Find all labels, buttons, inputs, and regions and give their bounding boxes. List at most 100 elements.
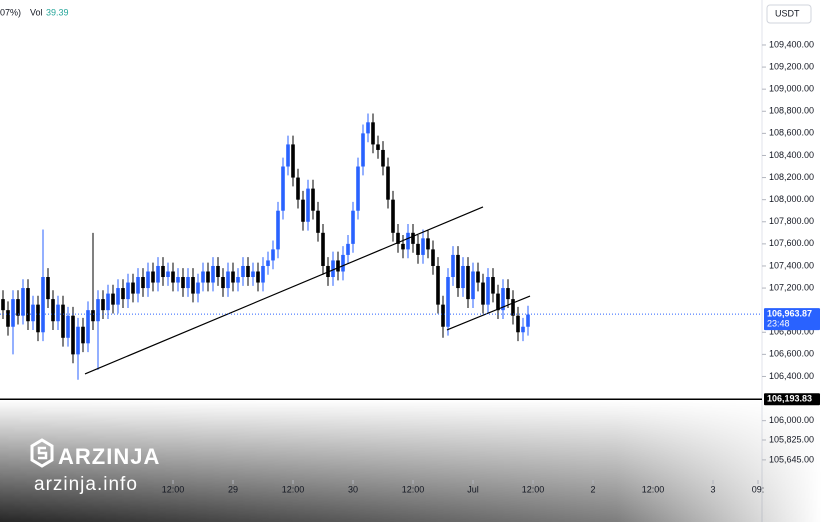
candle-body: [476, 271, 480, 283]
candle-body: [161, 265, 165, 278]
candle-body: [251, 271, 255, 278]
candle-body: [281, 166, 285, 211]
candle-body: [276, 210, 280, 250]
candle-body: [271, 249, 275, 261]
candle-body: [16, 299, 20, 316]
x-tick-label: 12:00: [522, 484, 545, 494]
y-tick-label: 107,200.00: [769, 282, 814, 292]
candle-body: [296, 177, 300, 200]
candle-body: [481, 282, 485, 305]
candle-body: [196, 282, 200, 294]
candle-body: [231, 271, 235, 283]
candle-body: [91, 310, 95, 322]
candle-body: [141, 277, 145, 289]
candle-body: [236, 277, 240, 283]
candle-body: [211, 265, 215, 283]
x-tick-label: 2: [590, 484, 595, 494]
candle-body: [386, 166, 390, 200]
candle-body: [11, 299, 15, 327]
candle-body: [331, 260, 335, 278]
candle-body: [341, 254, 345, 272]
candle-body: [431, 249, 435, 266]
candle-body: [101, 299, 105, 311]
candle-body: [491, 277, 495, 294]
candle-body: [266, 260, 270, 266]
candle-body: [131, 282, 135, 294]
candle-body: [461, 265, 465, 289]
candle-body: [121, 288, 125, 300]
trendline: [84, 206, 484, 375]
volume-value: 39.39: [46, 7, 69, 17]
candle-body: [466, 265, 470, 300]
candle-body: [116, 288, 120, 305]
x-tick-label: Jul: [467, 484, 479, 494]
x-tick-label: 30: [348, 484, 358, 494]
y-tick-label: 106,400.00: [769, 371, 814, 381]
candle-body: [126, 282, 130, 300]
candle-body: [426, 238, 430, 250]
candle-body: [416, 243, 420, 255]
candle-body: [96, 299, 100, 322]
candle-body: [441, 304, 445, 327]
candle-body: [446, 277, 450, 327]
candle-body: [21, 288, 25, 316]
y-tick-label: 108,200.00: [769, 172, 814, 182]
y-tick-label: 109,000.00: [769, 84, 814, 94]
candle-body: [71, 315, 75, 355]
candle-body: [256, 271, 260, 283]
candle-body: [136, 277, 140, 294]
candle-body: [81, 326, 85, 344]
candle-body: [201, 271, 205, 283]
candle-body: [51, 299, 55, 322]
candle-body: [496, 293, 500, 311]
y-tick-label: 109,200.00: [769, 61, 814, 71]
x-tick-label: 29: [228, 484, 238, 494]
watermark-brand: ARZINJA: [58, 444, 160, 469]
y-tick-label: 107,800.00: [769, 216, 814, 226]
candle-body: [376, 144, 380, 150]
watermark-site: arzinja.info: [34, 474, 138, 495]
y-tick-label: 108,800.00: [769, 106, 814, 116]
candle-body: [26, 288, 30, 322]
candle-body: [66, 315, 70, 338]
x-tick-label: 12:00: [162, 484, 185, 494]
candle-body: [76, 326, 80, 355]
y-tick-label: 106,600.00: [769, 349, 814, 359]
candle-body: [216, 265, 220, 278]
candle-body: [321, 232, 325, 266]
candle-body: [151, 271, 155, 283]
plot-area: [1, 113, 531, 380]
price-tag-label: 106,963.87: [767, 309, 812, 319]
candle-body: [41, 277, 45, 333]
candle-body: [171, 271, 175, 283]
candle-body: [111, 293, 115, 305]
candle-body: [451, 254, 455, 278]
currency-button[interactable]: [766, 4, 812, 24]
candle-body: [401, 243, 405, 250]
y-tick-label: 105,825.00: [769, 434, 814, 444]
candle-body: [146, 271, 150, 289]
candle-body: [411, 232, 415, 244]
watermark-shade: [0, 400, 822, 522]
currency-label: USDT: [775, 8, 800, 18]
watermark-logo: [30, 438, 54, 468]
y-tick-label: 107,400.00: [769, 260, 814, 270]
candle-body: [176, 277, 180, 283]
candle-body: [526, 314, 530, 327]
candle-body: [226, 271, 230, 289]
candle-body: [206, 271, 210, 283]
x-tick-label: 12:00: [642, 484, 665, 494]
candle-body: [291, 144, 295, 178]
candle-body: [181, 277, 185, 289]
candle-body: [506, 288, 510, 300]
candle-body: [156, 265, 160, 283]
candle-body: [166, 271, 170, 278]
candle-body: [261, 265, 265, 283]
price-tag: [764, 393, 820, 406]
candle-body: [1, 299, 5, 311]
candle-body: [361, 133, 365, 167]
candle-body: [371, 122, 375, 145]
candle-body: [511, 299, 515, 316]
